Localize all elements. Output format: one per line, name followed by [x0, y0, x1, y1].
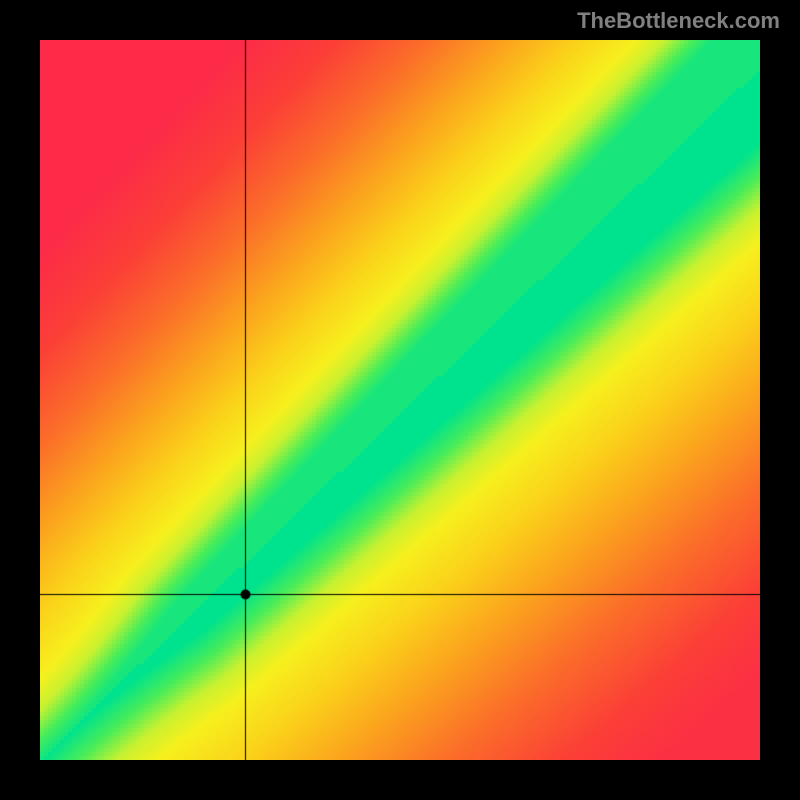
chart-root: TheBottleneck.com	[0, 0, 800, 800]
watermark-text: TheBottleneck.com	[577, 8, 780, 34]
bottleneck-heatmap	[40, 40, 760, 760]
